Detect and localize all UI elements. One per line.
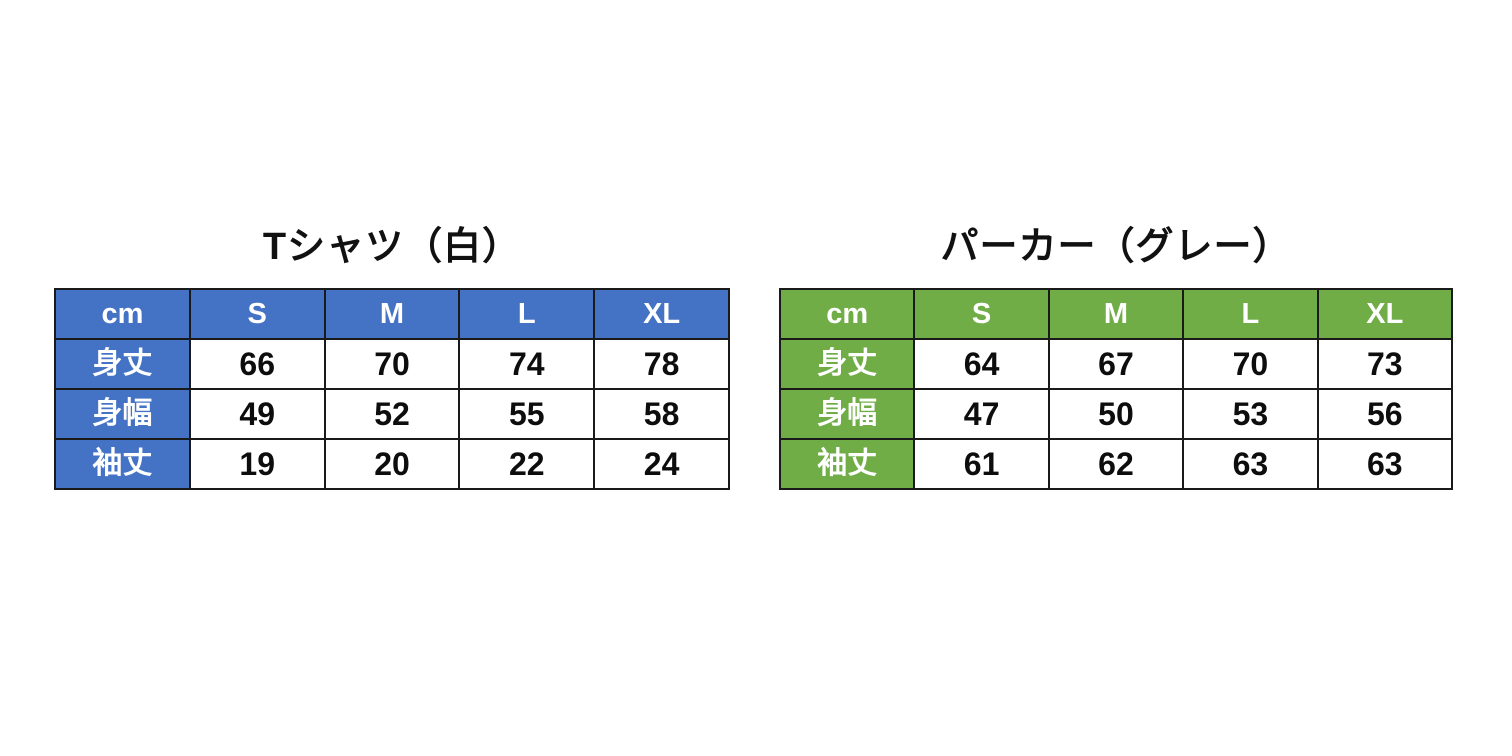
value-cell: 49: [188, 388, 326, 440]
table-row: 袖丈 19 20 22 24: [54, 438, 730, 490]
value-cell: 53: [1182, 388, 1319, 440]
value-cell: 70: [1182, 338, 1319, 390]
table-row: 袖丈 61 62 63 63: [778, 438, 1454, 490]
value-cell: 20: [323, 438, 461, 490]
row-label-cell: 袖丈: [778, 438, 916, 490]
value-cell: 64: [913, 338, 1050, 390]
size-header-cell: S: [913, 288, 1050, 340]
value-cell: 22: [458, 438, 596, 490]
value-cell: 19: [188, 438, 326, 490]
value-cell: 50: [1047, 388, 1185, 440]
table-header-row: cm S M L XL: [778, 288, 1454, 340]
tshirt-size-chart: Tシャツ（白） cm S M L XL 身丈 66 70 74 78 身幅 49 52 55 58 袖丈 19 2…: [54, 222, 730, 490]
row-label-cell: 身丈: [778, 338, 916, 390]
tshirt-chart-title: Tシャツ（白）: [262, 226, 522, 268]
table-row: 身丈 64 67 70 73: [778, 338, 1454, 390]
size-header-cell: S: [188, 288, 326, 340]
unit-header-cell: cm: [54, 288, 191, 340]
size-header-cell: XL: [1316, 288, 1454, 340]
row-label-cell: 身丈: [54, 338, 191, 390]
value-cell: 24: [593, 438, 730, 490]
value-cell: 52: [323, 388, 461, 440]
value-cell: 67: [1047, 338, 1185, 390]
value-cell: 63: [1182, 438, 1319, 490]
table-row: 身丈 66 70 74 78: [54, 338, 730, 390]
table-row: 身幅 49 52 55 58: [54, 388, 730, 440]
value-cell: 74: [458, 338, 596, 390]
value-cell: 63: [1316, 438, 1454, 490]
value-cell: 61: [913, 438, 1050, 490]
hoodie-size-chart: パーカー（グレー） cm S M L XL 身丈 64 67 70 73 身幅 47 50 53 56 袖丈 6…: [778, 222, 1454, 490]
table-row: 身幅 47 50 53 56: [778, 388, 1454, 440]
size-header-cell: XL: [593, 288, 730, 340]
row-label-cell: 身幅: [54, 388, 191, 440]
row-label-cell: 身幅: [778, 388, 916, 440]
value-cell: 58: [593, 388, 730, 440]
size-header-cell: L: [1182, 288, 1319, 340]
table-header-row: cm S M L XL: [54, 288, 730, 340]
value-cell: 62: [1047, 438, 1185, 490]
size-header-cell: L: [458, 288, 596, 340]
value-cell: 73: [1316, 338, 1454, 390]
value-cell: 66: [188, 338, 326, 390]
value-cell: 56: [1316, 388, 1454, 440]
size-header-cell: M: [1047, 288, 1185, 340]
hoodie-chart-title: パーカー（グレー）: [940, 226, 1292, 268]
value-cell: 55: [458, 388, 596, 440]
value-cell: 70: [323, 338, 461, 390]
size-header-cell: M: [323, 288, 461, 340]
value-cell: 47: [913, 388, 1050, 440]
hoodie-size-table: cm S M L XL 身丈 64 67 70 73 身幅 47 50 53 56 袖丈 61 62 63 63: [778, 288, 1454, 490]
value-cell: 78: [593, 338, 730, 390]
unit-header-cell: cm: [778, 288, 916, 340]
row-label-cell: 袖丈: [54, 438, 191, 490]
tshirt-size-table: cm S M L XL 身丈 66 70 74 78 身幅 49 52 55 58 袖丈 19 20 22 24: [54, 288, 730, 490]
